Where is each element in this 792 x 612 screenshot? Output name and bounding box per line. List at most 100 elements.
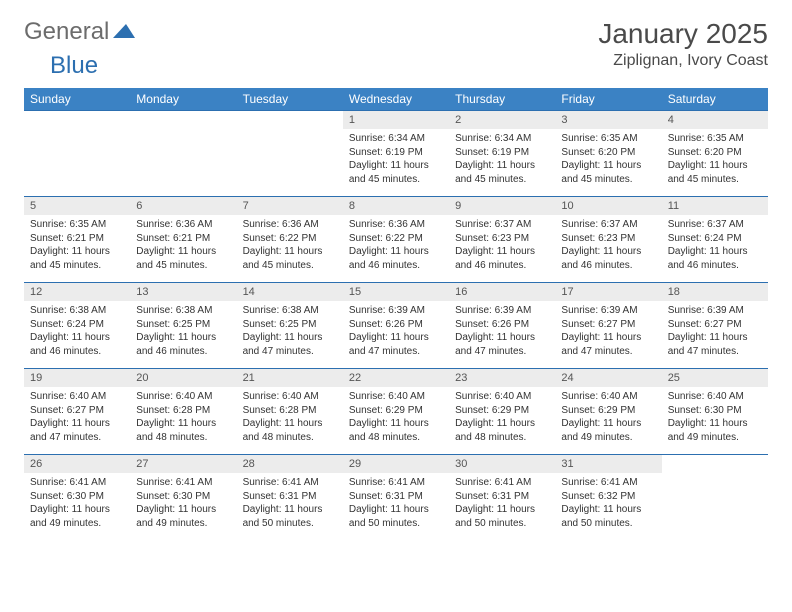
day-number: 25 xyxy=(662,369,768,387)
calendar-day-cell: 31Sunrise: 6:41 AMSunset: 6:32 PMDayligh… xyxy=(555,455,661,541)
calendar-day-cell: 6Sunrise: 6:36 AMSunset: 6:21 PMDaylight… xyxy=(130,197,236,283)
calendar-week-row: 19Sunrise: 6:40 AMSunset: 6:27 PMDayligh… xyxy=(24,369,768,455)
sunset-line: Sunset: 6:21 PM xyxy=(136,232,230,246)
sunset-line: Sunset: 6:21 PM xyxy=(30,232,124,246)
calendar-day-cell: 10 Sunrise: 6:37 AMSunset: 6:23 PMDayligh… xyxy=(555,197,661,283)
day-details: Sunrise: 6:38 AMSunset: 6:25 PMDaylight:… xyxy=(237,301,343,362)
day-number: 19 xyxy=(24,369,130,387)
sunrise-line: Sunrise: 6:37 AM xyxy=(455,218,549,232)
daylight-line: Daylight: 11 hours and 47 minutes. xyxy=(561,331,655,358)
daylight-line: Daylight: 11 hours and 49 minutes. xyxy=(668,417,762,444)
weekday-header: Tuesday xyxy=(237,88,343,111)
sunset-line: Sunset: 6:25 PM xyxy=(243,318,337,332)
logo-text-blue: Blue xyxy=(50,52,98,79)
weekday-header: Wednesday xyxy=(343,88,449,111)
sunset-line: Sunset: 6:30 PM xyxy=(136,490,230,504)
sunrise-line: Sunrise: 6:38 AM xyxy=(136,304,230,318)
calendar-day-cell: 16Sunrise: 6:39 AMSunset: 6:26 PMDayligh… xyxy=(449,283,555,369)
calendar-day-cell: 19Sunrise: 6:40 AMSunset: 6:27 PMDayligh… xyxy=(24,369,130,455)
sunrise-line: Sunrise: 6:35 AM xyxy=(561,132,655,146)
sunset-line: Sunset: 6:31 PM xyxy=(349,490,443,504)
daylight-line: Daylight: 11 hours and 49 minutes. xyxy=(136,503,230,530)
daylight-line: Daylight: 11 hours and 47 minutes. xyxy=(349,331,443,358)
calendar-day-cell: 25Sunrise: 6:40 AMSunset: 6:30 PMDayligh… xyxy=(662,369,768,455)
sunrise-line: Sunrise: 6:36 AM xyxy=(136,218,230,232)
sunset-line: Sunset: 6:24 PM xyxy=(30,318,124,332)
sunset-line: Sunset: 6:27 PM xyxy=(668,318,762,332)
day-number: 27 xyxy=(130,455,236,473)
sunset-line: Sunset: 6:19 PM xyxy=(349,146,443,160)
sunrise-line: Sunrise: 6:40 AM xyxy=(30,390,124,404)
day-details: Sunrise: 6:40 AMSunset: 6:29 PMDaylight:… xyxy=(449,387,555,448)
sunset-line: Sunset: 6:20 PM xyxy=(668,146,762,160)
weekday-header: Thursday xyxy=(449,88,555,111)
day-details: Sunrise: 6:41 AMSunset: 6:31 PMDaylight:… xyxy=(343,473,449,534)
day-details: Sunrise: 6:41 AMSunset: 6:31 PMDaylight:… xyxy=(449,473,555,534)
sunset-line: Sunset: 6:23 PM xyxy=(455,232,549,246)
sunset-line: Sunset: 6:23 PM xyxy=(561,232,655,246)
day-details: Sunrise: 6:37 AMSunset: 6:23 PMDaylight:… xyxy=(449,215,555,276)
sunset-line: Sunset: 6:30 PM xyxy=(668,404,762,418)
calendar-day-cell: 8Sunrise: 6:36 AMSunset: 6:22 PMDaylight… xyxy=(343,197,449,283)
sunrise-line: Sunrise: 6:39 AM xyxy=(561,304,655,318)
daylight-line: Daylight: 11 hours and 45 minutes. xyxy=(30,245,124,272)
day-number: 31 xyxy=(555,455,661,473)
calendar-day-cell: 23Sunrise: 6:40 AMSunset: 6:29 PMDayligh… xyxy=(449,369,555,455)
sunrise-line: Sunrise: 6:34 AM xyxy=(349,132,443,146)
weekday-header: Sunday xyxy=(24,88,130,111)
daylight-line: Daylight: 11 hours and 45 minutes. xyxy=(455,159,549,186)
day-number: 29 xyxy=(343,455,449,473)
daylight-line: Daylight: 11 hours and 48 minutes. xyxy=(136,417,230,444)
day-details: Sunrise: 6:35 AMSunset: 6:20 PMDaylight:… xyxy=(662,129,768,190)
day-details: Sunrise: 6:36 AMSunset: 6:22 PMDaylight:… xyxy=(237,215,343,276)
sunrise-line: Sunrise: 6:41 AM xyxy=(455,476,549,490)
daylight-line: Daylight: 11 hours and 45 minutes. xyxy=(349,159,443,186)
daylight-line: Daylight: 11 hours and 50 minutes. xyxy=(561,503,655,530)
day-number: 10 xyxy=(555,197,661,215)
daylight-line: Daylight: 11 hours and 47 minutes. xyxy=(455,331,549,358)
weekday-header: Friday xyxy=(555,88,661,111)
daylight-line: Daylight: 11 hours and 46 minutes. xyxy=(561,245,655,272)
sunset-line: Sunset: 6:31 PM xyxy=(455,490,549,504)
sunrise-line: Sunrise: 6:40 AM xyxy=(136,390,230,404)
weekday-header: Saturday xyxy=(662,88,768,111)
calendar-empty-cell xyxy=(24,111,130,197)
sunrise-line: Sunrise: 6:41 AM xyxy=(30,476,124,490)
calendar-empty-cell xyxy=(237,111,343,197)
sunrise-line: Sunrise: 6:37 AM xyxy=(561,218,655,232)
sunrise-line: Sunrise: 6:39 AM xyxy=(668,304,762,318)
day-details: Sunrise: 6:36 AMSunset: 6:21 PMDaylight:… xyxy=(130,215,236,276)
daylight-line: Daylight: 11 hours and 50 minutes. xyxy=(455,503,549,530)
sunset-line: Sunset: 6:27 PM xyxy=(30,404,124,418)
location: Ziplignan, Ivory Coast xyxy=(598,52,768,70)
sunrise-line: Sunrise: 6:41 AM xyxy=(349,476,443,490)
sunrise-line: Sunrise: 6:36 AM xyxy=(243,218,337,232)
calendar-day-cell: 26Sunrise: 6:41 AMSunset: 6:30 PMDayligh… xyxy=(24,455,130,541)
day-number: 28 xyxy=(237,455,343,473)
day-number: 22 xyxy=(343,369,449,387)
calendar-body: 1Sunrise: 6:34 AMSunset: 6:19 PMDaylight… xyxy=(24,111,768,541)
sunrise-line: Sunrise: 6:40 AM xyxy=(243,390,337,404)
calendar-day-cell: 14Sunrise: 6:38 AMSunset: 6:25 PMDayligh… xyxy=(237,283,343,369)
calendar-day-cell: 18Sunrise: 6:39 AMSunset: 6:27 PMDayligh… xyxy=(662,283,768,369)
sunset-line: Sunset: 6:31 PM xyxy=(243,490,337,504)
calendar-week-row: 26Sunrise: 6:41 AMSunset: 6:30 PMDayligh… xyxy=(24,455,768,541)
daylight-line: Daylight: 11 hours and 49 minutes. xyxy=(30,503,124,530)
day-details: Sunrise: 6:39 AMSunset: 6:27 PMDaylight:… xyxy=(555,301,661,362)
calendar-day-cell: 1Sunrise: 6:34 AMSunset: 6:19 PMDaylight… xyxy=(343,111,449,197)
calendar-day-cell: 12Sunrise: 6:38 AMSunset: 6:24 PMDayligh… xyxy=(24,283,130,369)
day-details: Sunrise: 6:35 AMSunset: 6:21 PMDaylight:… xyxy=(24,215,130,276)
calendar-day-cell: 17Sunrise: 6:39 AMSunset: 6:27 PMDayligh… xyxy=(555,283,661,369)
daylight-line: Daylight: 11 hours and 46 minutes. xyxy=(349,245,443,272)
sunrise-line: Sunrise: 6:34 AM xyxy=(455,132,549,146)
sunrise-line: Sunrise: 6:35 AM xyxy=(668,132,762,146)
day-number: 8 xyxy=(343,197,449,215)
calendar-empty-cell xyxy=(130,111,236,197)
sunrise-line: Sunrise: 6:37 AM xyxy=(668,218,762,232)
calendar-day-cell: 20Sunrise: 6:40 AMSunset: 6:28 PMDayligh… xyxy=(130,369,236,455)
calendar-day-cell: 4Sunrise: 6:35 AMSunset: 6:20 PMDaylight… xyxy=(662,111,768,197)
day-number: 4 xyxy=(662,111,768,129)
calendar-day-cell: 28Sunrise: 6:41 AMSunset: 6:31 PMDayligh… xyxy=(237,455,343,541)
sunset-line: Sunset: 6:29 PM xyxy=(561,404,655,418)
day-number: 9 xyxy=(449,197,555,215)
